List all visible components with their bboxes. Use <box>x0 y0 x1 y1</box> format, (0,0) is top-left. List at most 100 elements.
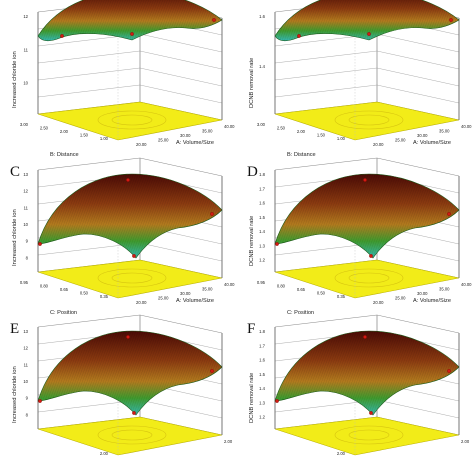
y-tick-label: 1.00 <box>100 136 109 141</box>
y-tick-label: 1.50 <box>317 133 326 138</box>
floor-contour <box>111 114 153 126</box>
design-point <box>126 178 130 182</box>
surface-mesh <box>38 0 222 41</box>
z-tick-label: 1.5 <box>259 215 265 220</box>
y-tick-label: 0.65 <box>60 287 69 292</box>
z-tick-label: 1.3 <box>259 243 265 248</box>
design-point <box>447 212 451 216</box>
wall-gridline <box>274 50 378 64</box>
x-tick-label: 40.00 <box>224 282 235 287</box>
z-tick-label: 1.8 <box>259 329 265 334</box>
surface-mesh <box>38 174 222 258</box>
y-tick-label: 0.35 <box>337 294 346 299</box>
design-point <box>212 18 216 22</box>
z-tick-label: 13 <box>23 172 28 177</box>
panel-letter-e: E <box>10 321 19 337</box>
wall-gridline <box>376 67 460 87</box>
y-axis-label: C: Position <box>50 310 77 316</box>
z-tick-label: 12 <box>23 346 28 351</box>
x-axis-label: A: Volume/Size <box>413 140 451 146</box>
wall-gridline <box>37 67 141 81</box>
design-point <box>275 399 279 403</box>
x-tick-label: 2.00 <box>461 439 470 444</box>
x-tick-label: 25.00 <box>158 138 169 143</box>
design-point <box>126 335 130 339</box>
z-tick-label: 1.4 <box>259 64 265 69</box>
floor-plane <box>37 101 223 141</box>
floor-contour <box>97 268 167 288</box>
y-tick-label: 0.50 <box>80 291 89 296</box>
design-point <box>363 178 367 182</box>
panel-2: 1.6 1.4 DCNB removal rate 3.00 2.50 2.00 1.50 1… <box>249 0 472 158</box>
z-axis-label: DCNB removal rate <box>249 216 255 266</box>
y-axis-label: C: Position <box>287 310 314 316</box>
panel-5: E 13 12 11 10 9 8 Increased chloride ion 2.00 2.0… <box>10 314 233 456</box>
z-axis-label: DCNB removal rate <box>249 58 255 108</box>
design-point <box>132 254 136 258</box>
panel-letter-f: F <box>247 321 255 337</box>
z-tick-label: 1.3 <box>259 400 265 405</box>
z-tick-label: 1.2 <box>259 415 265 420</box>
x-tick-label: 40.00 <box>461 282 472 287</box>
floor-plane <box>274 259 460 299</box>
floor-plane <box>37 259 223 299</box>
floor-contour <box>348 114 390 126</box>
y-axis-label: B: Distance <box>287 152 316 158</box>
panel-letter-d: D <box>247 164 258 180</box>
y-tick-label: 2.50 <box>40 126 49 131</box>
z-tick-label: 13 <box>23 329 28 334</box>
y-tick-label: 2.50 <box>277 126 286 131</box>
design-point <box>130 32 134 36</box>
design-point <box>447 369 451 373</box>
z-tick-label: 10 <box>23 222 28 227</box>
wall-gridline <box>139 50 223 70</box>
z-tick-label: 1.6 <box>259 14 265 19</box>
design-point <box>297 34 301 38</box>
panel-6: F 1.8 1.7 1.6 1.5 1.4 1.3 1.2 DCNB removal rate 2… <box>247 314 470 456</box>
surface-mesh <box>38 331 222 415</box>
floor-contour <box>111 272 153 284</box>
z-axis-label: Increased chloride ion <box>12 366 18 423</box>
floor-contour <box>348 272 390 284</box>
floor-contour <box>111 429 153 441</box>
z-tick-label: 1.7 <box>259 186 265 191</box>
x-tick-label: 20.00 <box>373 142 384 147</box>
z-tick-label: 1.7 <box>259 343 265 348</box>
z-tick-label: 9 <box>26 396 29 401</box>
z-tick-label: 1.6 <box>259 358 265 363</box>
wall-gridline <box>376 33 460 53</box>
panel-3: C 13 12 11 10 9 8 Increased chloride ion 0.95 0.8… <box>10 157 235 316</box>
x-tick-label: 40.00 <box>461 124 472 129</box>
z-tick-label: 11 <box>24 47 29 52</box>
z-tick-label: 1.8 <box>259 172 265 177</box>
design-point <box>275 242 279 246</box>
x-tick-label: 2.00 <box>224 439 233 444</box>
wall-gridline <box>376 242 460 262</box>
y-tick-label: 2.00 <box>60 129 69 134</box>
z-tick-label: 1.2 <box>259 258 265 263</box>
design-point <box>369 254 373 258</box>
surface-mesh <box>275 331 459 415</box>
y-tick-label: 1.50 <box>80 133 89 138</box>
x-tick-label: 30.00 <box>417 133 428 138</box>
x-axis-label: A: Volume/Size <box>413 298 451 304</box>
design-point <box>210 369 214 373</box>
floor-contour <box>334 268 404 288</box>
design-point <box>210 212 214 216</box>
z-tick-label: 10 <box>23 379 28 384</box>
panel-4: D 1.8 1.7 1.6 1.5 1.4 1.3 1.2 DCNB removal rate 0… <box>247 157 472 316</box>
x-tick-label: 40.00 <box>224 124 235 129</box>
floor-plane <box>37 416 223 456</box>
y-axis-label: B: Distance <box>50 152 79 158</box>
wall-gridline <box>274 67 378 81</box>
z-tick-label: 1.6 <box>259 201 265 206</box>
wall-gridline <box>376 399 460 419</box>
z-axis-label: Increased chloride ion <box>12 209 18 266</box>
wall-gridline <box>139 399 223 419</box>
wall-gridline <box>139 242 223 262</box>
z-tick-label: 9 <box>26 239 29 244</box>
wall-gridline <box>37 50 141 64</box>
y-tick-label: 0.95 <box>257 280 266 285</box>
x-tick-label: 35.00 <box>439 129 450 134</box>
y-tick-label: 0.65 <box>297 287 306 292</box>
